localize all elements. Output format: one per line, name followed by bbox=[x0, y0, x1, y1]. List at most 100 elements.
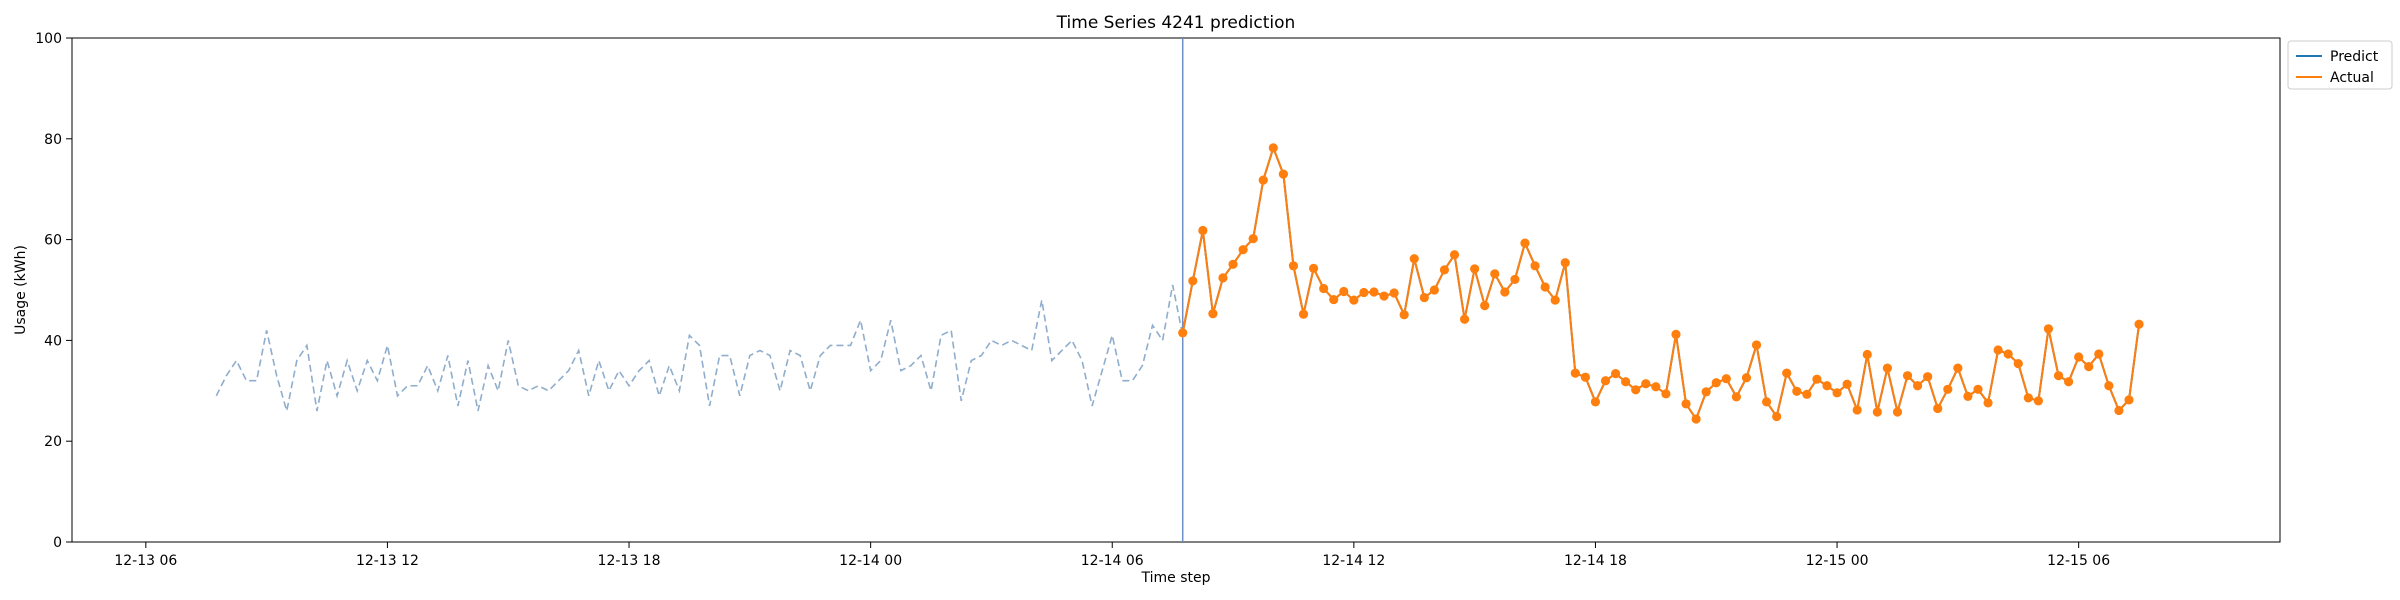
actual-point bbox=[1953, 363, 1963, 373]
actual-point bbox=[2074, 352, 2084, 362]
actual-point bbox=[1520, 238, 1530, 248]
actual-point bbox=[1308, 263, 1319, 273]
actual-point bbox=[1590, 397, 1601, 407]
actual-point bbox=[1842, 379, 1852, 389]
y-tick-label: 100 bbox=[35, 31, 62, 47]
actual-point bbox=[1963, 391, 1973, 401]
actual-point bbox=[1419, 292, 1429, 303]
actual-point bbox=[1671, 329, 1681, 339]
x-tick-label: 12-13 18 bbox=[598, 553, 661, 569]
actual-point bbox=[1550, 295, 1560, 305]
actual-point bbox=[2053, 371, 2064, 381]
actual-point bbox=[1540, 282, 1550, 292]
y-tick-label: 20 bbox=[44, 434, 62, 450]
actual-point bbox=[2064, 377, 2074, 387]
actual-point bbox=[1661, 389, 1671, 399]
x-tick-label: 12-14 06 bbox=[1081, 553, 1144, 569]
actual-point bbox=[1470, 264, 1480, 274]
actual-point bbox=[1399, 310, 1409, 320]
actual-point bbox=[1208, 309, 1218, 319]
actual-point bbox=[1459, 314, 1470, 324]
actual-point bbox=[1822, 381, 1832, 391]
actual-point bbox=[1761, 397, 1772, 407]
actual-point bbox=[1389, 288, 1399, 298]
actual-point bbox=[1933, 403, 1943, 414]
actual-point bbox=[1258, 175, 1268, 185]
actual-point bbox=[1912, 381, 1923, 391]
actual-series bbox=[1178, 143, 2144, 424]
actual-point bbox=[1902, 371, 1913, 381]
x-tick-label: 12-13 06 bbox=[114, 553, 177, 569]
actual-point bbox=[1570, 368, 1580, 378]
x-tick-label: 12-13 12 bbox=[356, 553, 419, 569]
actual-point bbox=[1288, 261, 1299, 271]
actual-point bbox=[1490, 269, 1500, 279]
actual-point bbox=[1731, 392, 1741, 402]
x-axis-title: Time step bbox=[1141, 570, 1211, 586]
actual-point bbox=[1198, 225, 1208, 236]
actual-point bbox=[2084, 362, 2094, 372]
actual-point bbox=[1862, 349, 1872, 360]
actual-point bbox=[1278, 169, 1288, 179]
legend: Predict Actual bbox=[2287, 40, 2393, 90]
actual-point bbox=[1359, 287, 1369, 298]
actual-point bbox=[1882, 363, 1892, 373]
actual-point bbox=[1872, 407, 1882, 417]
x-tick-label: 12-15 06 bbox=[2047, 553, 2110, 569]
actual-point bbox=[1993, 345, 2003, 355]
actual-point bbox=[1782, 368, 1792, 378]
actual-point bbox=[1721, 374, 1731, 384]
y-axis-title: Usage (kWh) bbox=[13, 245, 29, 335]
chart-title: Time Series 4241 prediction bbox=[1056, 13, 1296, 33]
y-tick-label: 0 bbox=[53, 535, 62, 551]
history-series bbox=[215, 284, 1184, 412]
actual-point bbox=[2023, 393, 2033, 403]
actual-point bbox=[1802, 389, 1812, 399]
legend-label-predict: Predict bbox=[2330, 49, 2379, 65]
actual-point bbox=[1510, 274, 1520, 285]
actual-point bbox=[1480, 301, 1490, 311]
actual-point bbox=[1319, 283, 1329, 294]
legend-label-actual: Actual bbox=[2330, 70, 2374, 86]
actual-point bbox=[1892, 407, 1903, 417]
actual-point bbox=[1651, 382, 1661, 392]
actual-point bbox=[1832, 388, 1842, 398]
actual-point bbox=[1530, 261, 1540, 271]
actual-point bbox=[1218, 273, 1228, 283]
actual-point bbox=[1268, 143, 1278, 153]
actual-point bbox=[1983, 398, 1993, 408]
actual-point bbox=[1429, 285, 1439, 295]
actual-point bbox=[1349, 295, 1359, 305]
x-tick-label: 12-14 18 bbox=[1564, 553, 1627, 569]
actual-point bbox=[1298, 309, 1309, 319]
y-tick-label: 80 bbox=[44, 132, 62, 148]
actual-point bbox=[1188, 276, 1198, 286]
actual-point bbox=[1409, 254, 1419, 264]
actual-point bbox=[1792, 386, 1802, 396]
actual-point bbox=[1178, 328, 1188, 338]
actual-point bbox=[2124, 395, 2134, 405]
plot-frame bbox=[71, 37, 2281, 543]
actual-point bbox=[1641, 379, 1651, 389]
actual-point bbox=[1610, 369, 1621, 379]
y-tick-label: 40 bbox=[44, 333, 62, 349]
actual-point bbox=[1329, 294, 1339, 305]
actual-point bbox=[1852, 405, 1862, 415]
actual-point bbox=[1580, 372, 1590, 382]
actual-point bbox=[2134, 319, 2144, 329]
actual-point bbox=[1812, 374, 1822, 384]
actual-point bbox=[1772, 411, 1782, 422]
actual-point bbox=[1691, 414, 1701, 424]
actual-point bbox=[1228, 259, 1238, 269]
x-tick-label: 12-14 00 bbox=[839, 553, 902, 569]
x-tick-label: 12-14 12 bbox=[1322, 553, 1385, 569]
actual-point bbox=[1741, 373, 1752, 383]
actual-point bbox=[1600, 376, 1611, 386]
actual-point bbox=[1369, 287, 1379, 297]
actual-point bbox=[2033, 396, 2043, 406]
actual-point bbox=[1631, 385, 1641, 395]
actual-point bbox=[2094, 349, 2104, 359]
x-tick-label: 12-15 00 bbox=[1806, 553, 1869, 569]
y-axis: 0 20 40 60 80 100 bbox=[35, 31, 72, 551]
